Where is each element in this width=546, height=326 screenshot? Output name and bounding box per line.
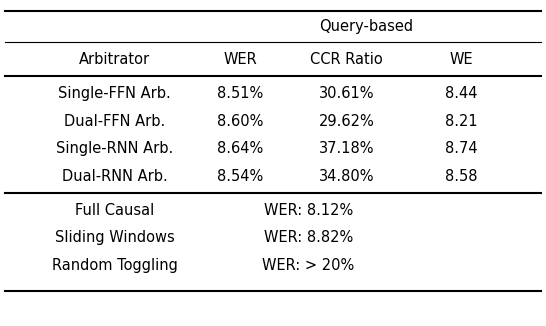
Text: CCR Ratio: CCR Ratio (310, 52, 383, 67)
Text: Single-RNN Arb.: Single-RNN Arb. (56, 141, 173, 156)
Text: 8.60%: 8.60% (217, 114, 263, 129)
Text: Query-based: Query-based (319, 19, 413, 34)
Text: 8.21: 8.21 (445, 114, 478, 129)
Text: WER: 8.12%: WER: 8.12% (264, 203, 353, 218)
Text: 34.80%: 34.80% (319, 169, 375, 184)
Text: WER: 8.82%: WER: 8.82% (264, 230, 353, 245)
Text: 8.74: 8.74 (445, 141, 478, 156)
Text: Sliding Windows: Sliding Windows (55, 230, 175, 245)
Text: Arbitrator: Arbitrator (79, 52, 150, 67)
Text: WE: WE (449, 52, 473, 67)
Text: Dual-RNN Arb.: Dual-RNN Arb. (62, 169, 168, 184)
Text: Random Toggling: Random Toggling (52, 258, 177, 273)
Text: 8.58: 8.58 (445, 169, 478, 184)
Text: 30.61%: 30.61% (319, 86, 375, 101)
Text: 8.44: 8.44 (445, 86, 478, 101)
Text: Single-FFN Arb.: Single-FFN Arb. (58, 86, 171, 101)
Text: Dual-FFN Arb.: Dual-FFN Arb. (64, 114, 165, 129)
Text: 8.51%: 8.51% (217, 86, 263, 101)
Text: WER: WER (223, 52, 257, 67)
Text: 8.54%: 8.54% (217, 169, 263, 184)
Text: 8.64%: 8.64% (217, 141, 263, 156)
Text: 37.18%: 37.18% (319, 141, 375, 156)
Text: Full Causal: Full Causal (75, 203, 155, 218)
Text: WER: > 20%: WER: > 20% (263, 258, 354, 273)
Text: 29.62%: 29.62% (319, 114, 375, 129)
